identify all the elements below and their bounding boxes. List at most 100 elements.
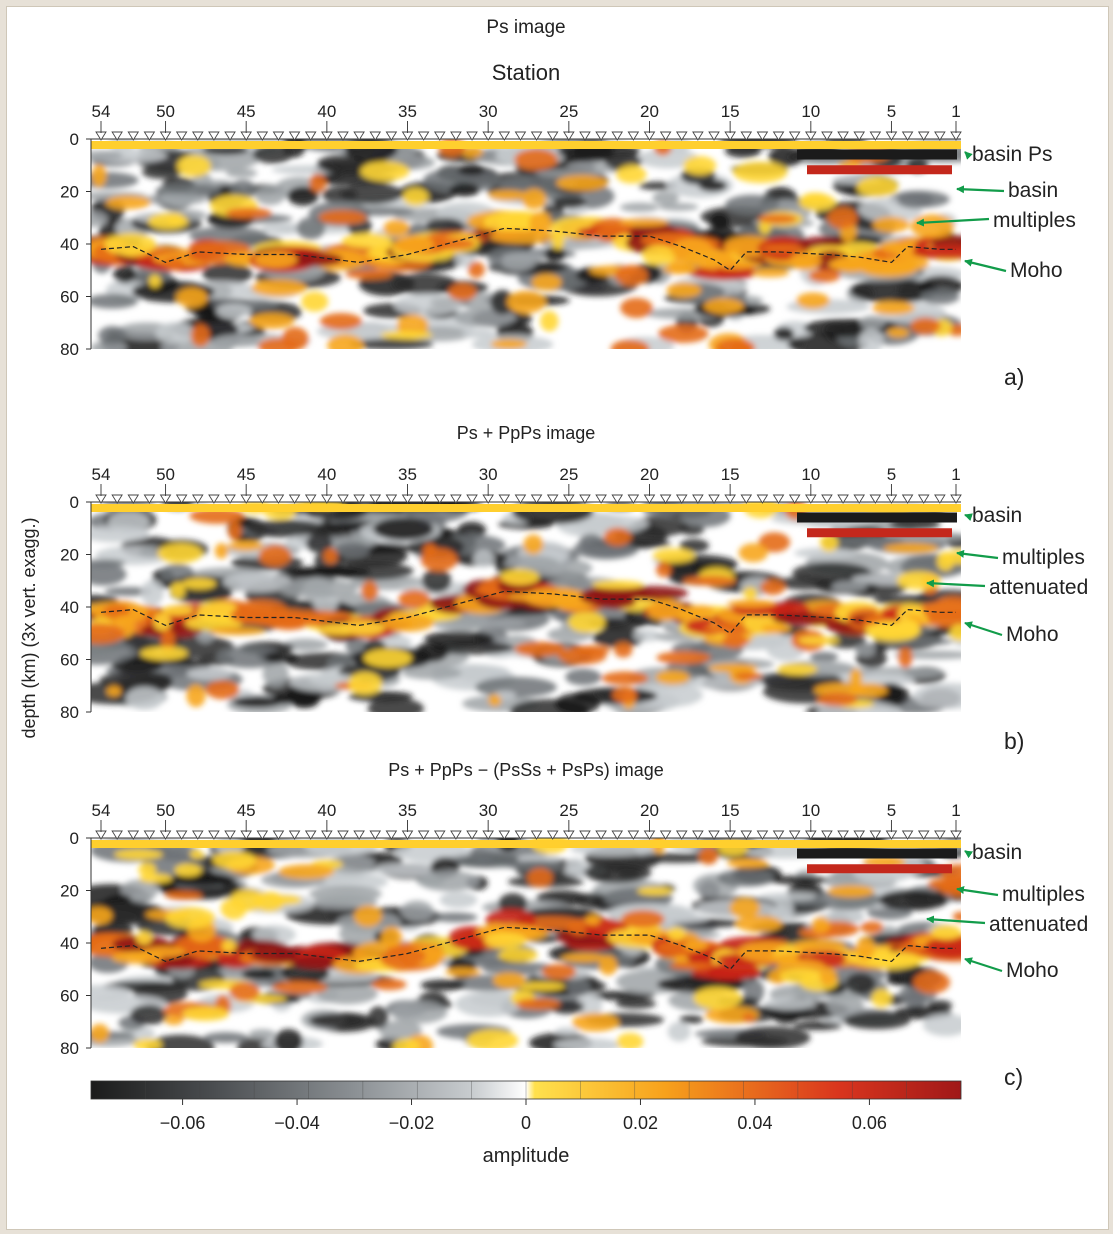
amplitude-blob: [400, 900, 434, 922]
amplitude-blob: [272, 981, 328, 994]
amplitude-blob: [164, 890, 203, 901]
amplitude-blob: [637, 148, 699, 169]
amplitude-blob: [475, 676, 557, 698]
x-tick-label: 30: [479, 801, 498, 820]
station-marker: [627, 830, 640, 840]
amplitude-blob: [225, 207, 272, 219]
station-marker: [385, 494, 398, 504]
station-marker: [466, 131, 478, 141]
figure-frame: depth (km) (3x vert. exagg.) Ps image Sta…: [6, 6, 1109, 1230]
amplitude-blob: [671, 238, 713, 261]
amplitude-blob: [467, 261, 485, 278]
station-marker: [256, 131, 269, 141]
station-marker: [934, 830, 946, 840]
annotation-label: basin: [1008, 179, 1058, 202]
amplitude-blob: [308, 1013, 365, 1028]
amplitude-blob: [656, 651, 711, 665]
station-marker: [369, 494, 382, 504]
basin-dark: [797, 848, 957, 859]
amplitude-blob: [163, 257, 185, 271]
amplitude-blob: [703, 298, 745, 315]
station-marker: [917, 494, 930, 504]
amplitude-blob: [174, 863, 202, 877]
moho-amplitude: [184, 615, 243, 631]
moho-amplitude: [925, 935, 961, 959]
amplitude-blob: [742, 1012, 755, 1023]
x-tick-label: 35: [398, 102, 417, 121]
station-marker: [433, 494, 446, 504]
x-tick-label: 20: [640, 102, 659, 121]
amplitude-blob: [726, 599, 777, 609]
amplitude-blob: [459, 664, 488, 683]
x-tick-label: 45: [237, 465, 256, 484]
amplitude-blob: [733, 161, 788, 184]
amplitude-blob: [133, 1038, 162, 1048]
annotation-label: Moho: [1006, 623, 1059, 646]
y-tick-label: 40: [60, 934, 79, 953]
amplitude-blob: [214, 543, 229, 559]
station-marker: [611, 494, 624, 504]
amplitude-blob: [492, 972, 526, 989]
panel-letter: a): [1004, 364, 1024, 390]
amplitude-blob: [632, 515, 689, 537]
amplitude-blob: [205, 680, 240, 700]
station-marker: [143, 830, 156, 840]
annotation-label: basin Ps: [972, 143, 1053, 166]
station-marker: [917, 131, 930, 141]
panel-letter: b): [1004, 728, 1024, 754]
annotation-label: basin: [972, 504, 1022, 527]
amplitude-blob: [519, 981, 566, 991]
station-marker: [450, 830, 462, 840]
annotation-arrow: [956, 549, 999, 560]
amplitude-blob: [896, 190, 934, 209]
amplitude-blob: [898, 619, 920, 638]
amplitude-blob: [423, 167, 500, 193]
annotation-arrow: [964, 621, 1003, 637]
amplitude-blob: [725, 194, 780, 215]
amplitude-blob: [849, 683, 888, 698]
moho-amplitude: [912, 245, 961, 260]
amplitude-blob: [565, 668, 602, 686]
amplitude-blob: [500, 568, 540, 586]
amplitude-blob: [603, 527, 632, 547]
amplitude-blob: [768, 146, 804, 167]
moho-amplitude: [621, 586, 689, 601]
amplitude-blob: [555, 1027, 579, 1036]
basin-dark: [797, 512, 957, 523]
amplitude-blob: [898, 647, 913, 668]
figure-canvas: depth (km) (3x vert. exagg.) Ps image Sta…: [19, 17, 1088, 1167]
annotation-label: multiples: [1002, 883, 1085, 906]
amplitude-blob: [394, 293, 463, 316]
station-marker: [191, 131, 204, 141]
station-marker: [256, 830, 269, 840]
moho-amplitude: [709, 962, 760, 979]
station-marker: [514, 494, 527, 504]
amplitude-blob: [457, 164, 486, 176]
amplitude-blob: [777, 663, 818, 676]
amplitude-blob: [190, 324, 211, 347]
amplitude-blob: [113, 266, 137, 283]
amplitude-blob: [91, 164, 107, 187]
station-marker: [417, 830, 430, 840]
x-tick-label: 40: [317, 102, 336, 121]
amplitude-blob: [283, 638, 328, 651]
section-image: [91, 502, 961, 712]
amplitude-blob: [420, 979, 466, 991]
amplitude-blob: [397, 948, 426, 965]
amplitude-blob: [922, 1013, 961, 1037]
amplitude-blob: [880, 256, 930, 272]
amplitude-blob: [952, 911, 961, 922]
amplitude-blob: [203, 1032, 249, 1044]
station-marker: [869, 131, 882, 141]
station-marker: [659, 131, 672, 141]
amplitude-blob: [708, 663, 758, 673]
station-marker: [708, 131, 720, 141]
station-marker: [579, 830, 591, 840]
station-marker: [337, 494, 349, 504]
amplitude-blob: [572, 1013, 620, 1032]
amplitude-blob: [216, 645, 283, 669]
amplitude-blob: [633, 629, 661, 642]
amplitude-blob: [610, 339, 650, 349]
station-marker: [821, 830, 833, 840]
amplitude-blob: [220, 897, 247, 920]
